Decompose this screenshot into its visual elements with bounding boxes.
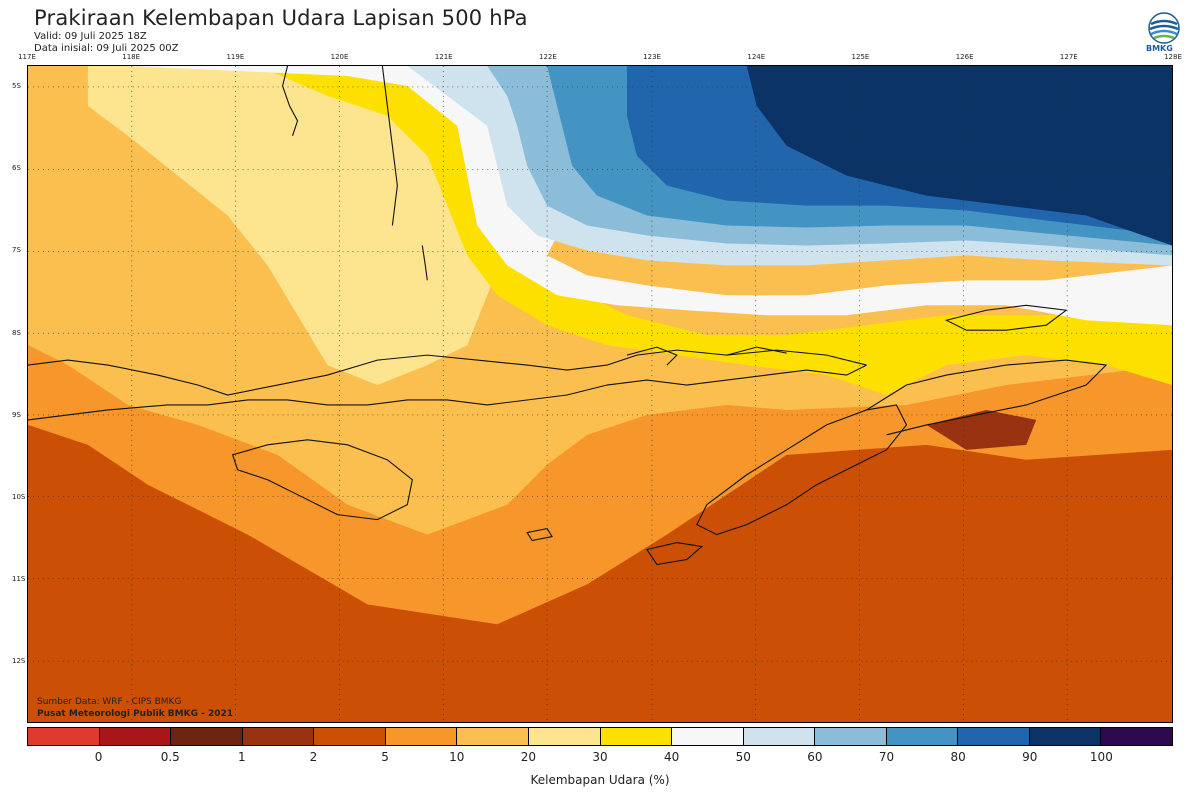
legend-tick-label: 90 xyxy=(1022,750,1038,764)
legend-tick-label: 100 xyxy=(1089,750,1113,764)
latitude-label: 9S xyxy=(12,410,21,419)
humidity-map xyxy=(27,65,1173,723)
color-legend xyxy=(27,727,1173,746)
legend-tick-label: 30 xyxy=(592,750,608,764)
longitude-label: 120E xyxy=(330,53,349,61)
longitude-label: 117E xyxy=(18,53,36,61)
valid-time: Valid: 09 Juli 2025 18Z xyxy=(34,31,147,42)
legend-swatch xyxy=(99,728,172,745)
legend-tick-label: 5 xyxy=(381,750,389,764)
legend-tick-label: 1 xyxy=(238,750,246,764)
longitude-label: 121E xyxy=(434,53,453,61)
latitude-label: 6S xyxy=(12,164,21,173)
legend-tick-label: 0 xyxy=(94,750,103,764)
legend-tick-label: 10 xyxy=(449,750,465,764)
longitude-label: 122E xyxy=(539,53,557,61)
latitude-label: 8S xyxy=(12,328,21,337)
latitude-label: 7S xyxy=(12,246,21,255)
legend-swatch xyxy=(314,728,386,745)
longitude-label: 118E xyxy=(122,53,141,61)
legend-swatch xyxy=(886,728,959,745)
bmkg-logo-icon xyxy=(1148,12,1180,44)
legend-tick-label: 20 xyxy=(520,750,537,764)
legend-tick-label: 0.5 xyxy=(160,750,180,764)
legend-swatch xyxy=(1029,728,1102,745)
logo-label: BMKG xyxy=(1146,44,1173,53)
initial-time: Data inisial: 09 Juli 2025 00Z xyxy=(34,43,179,54)
legend-swatch xyxy=(28,728,100,745)
legend-tick-label: 2 xyxy=(309,750,318,764)
legend-swatch xyxy=(242,728,315,745)
longitude-label: 128E xyxy=(1164,53,1182,61)
longitude-label: 123E xyxy=(643,53,661,61)
legend-swatch xyxy=(1101,728,1172,745)
legend-swatch xyxy=(528,728,601,745)
credit: Pusat Meteorologi Publik BMKG - 2021 xyxy=(37,709,234,719)
legend-tick-label: 50 xyxy=(735,750,751,764)
longitude-label: 126E xyxy=(955,53,974,61)
latitude-label: 10S xyxy=(12,493,26,501)
legend-swatch xyxy=(385,728,458,745)
legend-swatch xyxy=(743,728,816,745)
longitude-label: 124E xyxy=(747,53,766,61)
latitude-label: 12S xyxy=(12,657,26,666)
longitude-label: 119E xyxy=(226,53,245,61)
legend-tick-label: 70 xyxy=(878,750,895,764)
map-title: Prakiraan Kelembapan Udara Lapisan 500 h… xyxy=(34,6,528,30)
latitude-label: 5S xyxy=(12,82,21,90)
legend-tick-label: 80 xyxy=(950,750,966,764)
legend-swatch xyxy=(600,728,673,745)
legend-tick-label: 60 xyxy=(807,750,823,764)
longitude-label: 127E xyxy=(1059,53,1078,61)
legend-swatch xyxy=(815,728,887,745)
longitude-label: 125E xyxy=(851,53,870,61)
legend-swatch xyxy=(672,728,744,745)
legend-swatch xyxy=(457,728,529,745)
legend-swatch xyxy=(958,728,1030,745)
legend-title: Kelembapan Udara (%) xyxy=(530,773,670,787)
legend-tick-label: 40 xyxy=(663,750,680,764)
latitude-label: 11S xyxy=(12,575,26,584)
legend-swatch xyxy=(171,728,243,745)
data-source: Sumber Data: WRF - CIPS BMKG xyxy=(37,697,182,707)
